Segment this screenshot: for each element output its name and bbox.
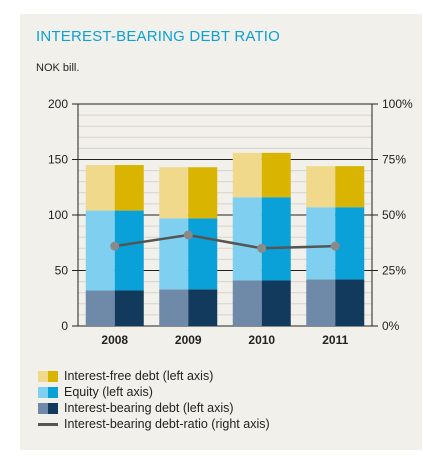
bar-segment bbox=[306, 279, 336, 326]
bar-segment bbox=[335, 279, 365, 326]
bar-segment bbox=[188, 289, 218, 326]
legend-item-interest-bearing: Interest-bearing debt (left axis) bbox=[38, 400, 270, 416]
legend: Interest-free debt (left axis) Equity (l… bbox=[38, 368, 270, 432]
bar-segment bbox=[232, 152, 262, 198]
ratio-polyline bbox=[114, 233, 336, 250]
category-label: 2010 bbox=[248, 333, 275, 347]
legend-label-ratio: Interest-bearing debt-ratio (right axis) bbox=[64, 417, 270, 431]
left-tick-label: 150 bbox=[48, 153, 68, 167]
bar-segment bbox=[261, 197, 291, 281]
bar-segment bbox=[335, 166, 365, 208]
category-label: 2008 bbox=[101, 333, 128, 347]
left-tick-label: 50 bbox=[55, 264, 69, 278]
legend-item-ratio: Interest-bearing debt-ratio (right axis) bbox=[38, 416, 270, 432]
left-tick-label: 0 bbox=[61, 319, 68, 333]
ratio-line bbox=[110, 230, 340, 253]
bar-segment bbox=[306, 166, 336, 208]
right-tick-label: 75% bbox=[382, 153, 406, 167]
category-label: 2011 bbox=[322, 333, 348, 347]
bar-segment bbox=[188, 218, 218, 290]
right-tick-label: 100% bbox=[382, 97, 413, 111]
legend-swatch-interest-free bbox=[38, 370, 58, 382]
category-label: 2009 bbox=[175, 333, 202, 347]
ratio-point bbox=[110, 241, 120, 251]
ratio-point bbox=[330, 241, 340, 251]
bar-segment bbox=[114, 290, 144, 326]
bar-segment bbox=[85, 165, 115, 211]
bar-segment bbox=[159, 289, 189, 326]
bar-segment bbox=[114, 165, 144, 211]
left-tick-label: 200 bbox=[48, 97, 68, 111]
legend-item-equity: Equity (left axis) bbox=[38, 384, 270, 400]
bar-segment bbox=[85, 290, 115, 326]
bar-segment bbox=[232, 197, 262, 281]
chart-units: NOK bill. bbox=[36, 62, 80, 74]
legend-swatch-equity bbox=[38, 386, 58, 398]
ratio-point bbox=[183, 230, 193, 240]
legend-item-interest-free: Interest-free debt (left axis) bbox=[38, 368, 270, 384]
ratio-point bbox=[257, 243, 267, 253]
right-tick-label: 25% bbox=[382, 264, 406, 278]
bar-segment bbox=[159, 218, 189, 290]
legend-label-interest-free: Interest-free debt (left axis) bbox=[64, 369, 214, 383]
bar-segment bbox=[188, 167, 218, 219]
legend-label-equity: Equity (left axis) bbox=[64, 385, 153, 399]
bar-segment bbox=[85, 210, 115, 291]
bar-segment bbox=[159, 167, 189, 219]
bar-segment bbox=[232, 280, 262, 326]
tick-labels: 0 50 100 150 200 0% 25% 50% 75% 100% 2008 2009 2010 2… bbox=[48, 97, 413, 347]
chart-title: INTEREST-BEARING DEBT RATIO bbox=[36, 28, 281, 45]
legend-swatch-interest-bearing bbox=[38, 402, 58, 414]
legend-swatch-ratio bbox=[38, 422, 58, 426]
bar-segment bbox=[261, 152, 291, 198]
legend-label-interest-bearing: Interest-bearing debt (left axis) bbox=[64, 401, 234, 415]
bar-segment bbox=[114, 210, 144, 291]
bar-segment bbox=[335, 207, 365, 280]
right-tick-label: 0% bbox=[382, 319, 400, 333]
bar-segment bbox=[306, 207, 336, 280]
left-tick-label: 100 bbox=[48, 208, 68, 222]
bar-segment bbox=[261, 280, 291, 326]
bars bbox=[85, 152, 365, 326]
right-tick-label: 50% bbox=[382, 208, 406, 222]
